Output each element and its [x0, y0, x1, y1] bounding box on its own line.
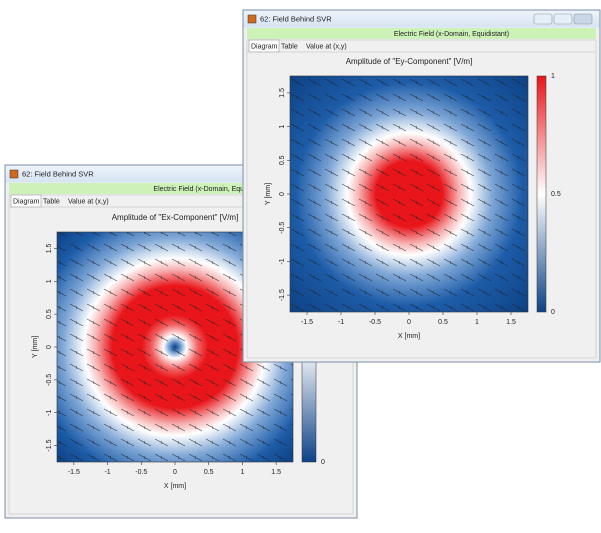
y-tick-label: -1.5 — [46, 439, 53, 451]
tab[interactable]: Diagram — [251, 43, 278, 50]
x-tick-label: 0.5 — [204, 469, 214, 476]
field-vectors — [290, 76, 528, 312]
window-title: 62: Field Behind SVR — [22, 169, 94, 178]
y-tick-label: -0.5 — [279, 222, 286, 234]
y-tick-label: 0 — [46, 345, 53, 349]
y-tick-label: 1.5 — [279, 88, 286, 98]
y-tick-label: 0.5 — [46, 309, 53, 319]
x-tick-label: -1.5 — [301, 319, 313, 326]
x-tick-label: 1 — [475, 319, 479, 326]
y-tick-label: 1 — [46, 279, 53, 283]
colorbar-tick-label: 0 — [551, 309, 555, 316]
tab[interactable]: Table — [43, 198, 60, 205]
tab[interactable]: Diagram — [13, 198, 40, 205]
x-axis-label: X [mm] — [398, 333, 420, 340]
x-tick-label: 0 — [407, 319, 411, 326]
title-bar — [243, 10, 600, 28]
colorbar-tick-label: 0 — [321, 459, 325, 466]
app-icon — [9, 169, 19, 179]
banner — [247, 28, 596, 39]
x-tick-label: 1.5 — [506, 319, 516, 326]
app-icon — [247, 14, 257, 24]
x-tick-label: 1.5 — [271, 469, 281, 476]
x-tick-label: -1 — [338, 319, 344, 326]
y-tick-label: -1 — [46, 410, 53, 416]
window-button[interactable] — [573, 13, 593, 25]
x-tick-label: -1 — [104, 469, 110, 476]
x-tick-label: -0.5 — [369, 319, 381, 326]
y-axis-label: Y [mm] — [32, 336, 39, 358]
y-tick-label: 0.5 — [279, 155, 286, 165]
y-tick-label: -0.5 — [46, 374, 53, 386]
x-tick-label: 0.5 — [438, 319, 448, 326]
banner — [9, 183, 353, 194]
plot-title: Amplitude of "Ex-Component" [V/m] — [112, 213, 239, 222]
window-title: 62: Field Behind SVR — [260, 14, 332, 23]
x-tick-label: 1 — [240, 469, 244, 476]
y-tick-label: 1 — [279, 125, 286, 129]
y-tick-label: -1 — [279, 258, 286, 264]
window-button[interactable] — [533, 13, 553, 25]
window-button[interactable] — [553, 13, 573, 25]
x-tick-label: -0.5 — [135, 469, 147, 476]
y-axis-label: Y [mm] — [265, 183, 272, 205]
y-tick-label: -1.5 — [279, 289, 286, 301]
x-tick-label: 0 — [173, 469, 177, 476]
banner-text: Electric Field (x-Domain, Equidistant) — [153, 186, 268, 193]
tab[interactable]: Value at (x,y) — [68, 198, 109, 205]
banner-text: Electric Field (x-Domain, Equidistant) — [394, 31, 509, 38]
window: 62: Field Behind SVR Electric Field (x-Do… — [242, 9, 601, 363]
x-tick-label: -1.5 — [68, 469, 80, 476]
colorbar-tick-label: 0.5 — [551, 191, 561, 198]
tab[interactable]: Table — [281, 43, 298, 50]
x-axis-label: X [mm] — [164, 483, 186, 490]
plot-title: Amplitude of "Ey-Component" [V/m] — [346, 57, 473, 66]
tab[interactable]: Value at (x,y) — [306, 43, 347, 50]
y-tick-label: 0 — [279, 192, 286, 196]
colorbar — [536, 75, 547, 313]
colorbar-tick-label: 1 — [551, 73, 555, 80]
y-tick-label: 1.5 — [46, 243, 53, 253]
